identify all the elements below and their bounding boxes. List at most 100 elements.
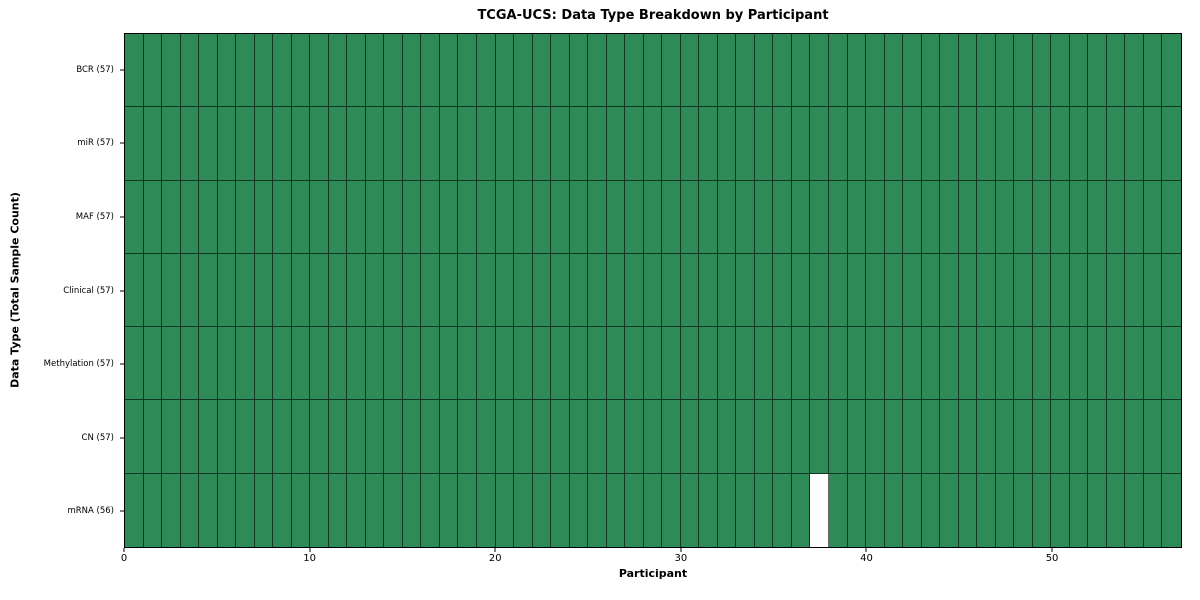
cell-BCR-p28 [643, 34, 663, 108]
cell-miR-p38 [828, 107, 848, 181]
cell-mRNA-p18 [458, 473, 477, 547]
cell-miR-p5 [217, 107, 237, 181]
cell-MAF-p1 [143, 180, 163, 254]
x-tick-mark-30 [680, 548, 682, 552]
cell-BCR-p7 [254, 34, 274, 108]
cell-mRNA-p30 [680, 473, 700, 547]
cell-MAF-p43 [921, 180, 941, 254]
cell-BCR-p43 [921, 34, 941, 108]
cell-mRNA-p33 [736, 473, 755, 547]
cell-mRNA-p21 [514, 473, 533, 547]
cell-mRNA-p44 [940, 473, 959, 547]
cell-BCR-p46 [977, 34, 996, 108]
cell-Methylation-p36 [791, 327, 811, 401]
cell-miR-p9 [291, 107, 311, 181]
cell-mRNA-p8 [273, 473, 292, 547]
cell-Clinical-p25 [588, 253, 607, 328]
cell-Methylation-p34 [754, 327, 774, 401]
cell-Clinical-p2 [162, 253, 181, 328]
x-tick-mark-40 [865, 548, 867, 552]
cell-CN-p25 [588, 400, 607, 474]
cell-miR-p31 [699, 107, 718, 181]
cell-mRNA-p35 [773, 473, 792, 547]
cell-MAF-p5 [217, 180, 237, 254]
cell-Methylation-p33 [736, 327, 755, 401]
cell-Clinical-p4 [199, 253, 218, 328]
cell-CN-p50 [1051, 400, 1070, 474]
cell-MAF-p53 [1106, 180, 1126, 254]
cell-mRNA-p3 [180, 473, 200, 547]
cell-CN-p44 [940, 400, 959, 474]
cell-miR-p6 [236, 107, 255, 181]
cell-BCR-p10 [310, 34, 329, 108]
cell-BCR-p23 [551, 34, 570, 108]
cell-BCR-p35 [773, 34, 792, 108]
cell-MAF-p19 [476, 180, 496, 254]
cell-BCR-p38 [828, 34, 848, 108]
cell-MAF-p24 [569, 180, 589, 254]
cell-miR-p51 [1069, 107, 1089, 181]
cell-MAF-p18 [458, 180, 477, 254]
cell-Methylation-p13 [365, 327, 385, 401]
cell-Methylation-p29 [662, 327, 681, 401]
cell-mRNA-p36 [791, 473, 811, 547]
cell-CN-p15 [402, 400, 422, 474]
cell-miR-p44 [940, 107, 959, 181]
cell-Clinical-p30 [680, 253, 700, 328]
cell-Clinical-p13 [365, 253, 385, 328]
x-tick-mark-20 [494, 548, 496, 552]
y-tick-label-Methylation: Methylation (57) [43, 359, 114, 370]
cell-miR-p33 [736, 107, 755, 181]
cell-MAF-p36 [791, 180, 811, 254]
cell-Methylation-p12 [347, 327, 366, 401]
cell-BCR-p53 [1106, 34, 1126, 108]
x-tick-label-30: 30 [674, 553, 688, 564]
cell-Methylation-p25 [588, 327, 607, 401]
cell-MAF-p21 [514, 180, 533, 254]
cell-CN-p56 [1162, 400, 1181, 474]
cell-CN-p8 [273, 400, 292, 474]
cell-MAF-p23 [551, 180, 570, 254]
cell-Clinical-p23 [551, 253, 570, 328]
cell-CN-p2 [162, 400, 181, 474]
cell-Clinical-p12 [347, 253, 366, 328]
cell-BCR-p32 [717, 34, 737, 108]
cell-Methylation-p38 [828, 327, 848, 401]
cell-CN-p52 [1088, 400, 1107, 474]
cell-Methylation-p16 [421, 327, 440, 401]
cell-MAF-p15 [402, 180, 422, 254]
cell-miR-p50 [1051, 107, 1070, 181]
cell-mRNA-p43 [921, 473, 941, 547]
cell-MAF-p31 [699, 180, 718, 254]
cell-Clinical-p20 [495, 253, 515, 328]
cell-miR-p35 [773, 107, 792, 181]
cell-CN-p24 [569, 400, 589, 474]
cell-Clinical-p8 [273, 253, 292, 328]
cell-CN-p45 [958, 400, 978, 474]
cell-Clinical-p50 [1051, 253, 1070, 328]
cell-BCR-p19 [476, 34, 496, 108]
cell-BCR-p13 [365, 34, 385, 108]
cell-Methylation-p4 [199, 327, 218, 401]
cell-CN-p14 [384, 400, 403, 474]
cell-Methylation-p24 [569, 327, 589, 401]
cell-Clinical-p55 [1143, 253, 1163, 328]
cell-Methylation-p46 [977, 327, 996, 401]
cell-Clinical-p45 [958, 253, 978, 328]
y-axis-ticks: BCR (57) miR (57) MAF (57) Clinical (57) Met… [0, 33, 124, 548]
cell-BCR-p37 [810, 34, 829, 108]
cell-Methylation-p48 [1014, 327, 1033, 401]
cell-Methylation-p1 [143, 327, 163, 401]
cell-miR-p41 [884, 107, 904, 181]
cell-Clinical-p9 [291, 253, 311, 328]
cell-CN-p5 [217, 400, 237, 474]
cell-BCR-p22 [532, 34, 552, 108]
cell-CN-p54 [1125, 400, 1144, 474]
y-tick-label-CN: CN (57) [81, 432, 114, 443]
cell-CN-p46 [977, 400, 996, 474]
cell-MAF-p29 [662, 180, 681, 254]
cell-Methylation-p8 [273, 327, 292, 401]
cell-CN-p6 [236, 400, 255, 474]
cell-BCR-p44 [940, 34, 959, 108]
cell-BCR-p16 [421, 34, 440, 108]
